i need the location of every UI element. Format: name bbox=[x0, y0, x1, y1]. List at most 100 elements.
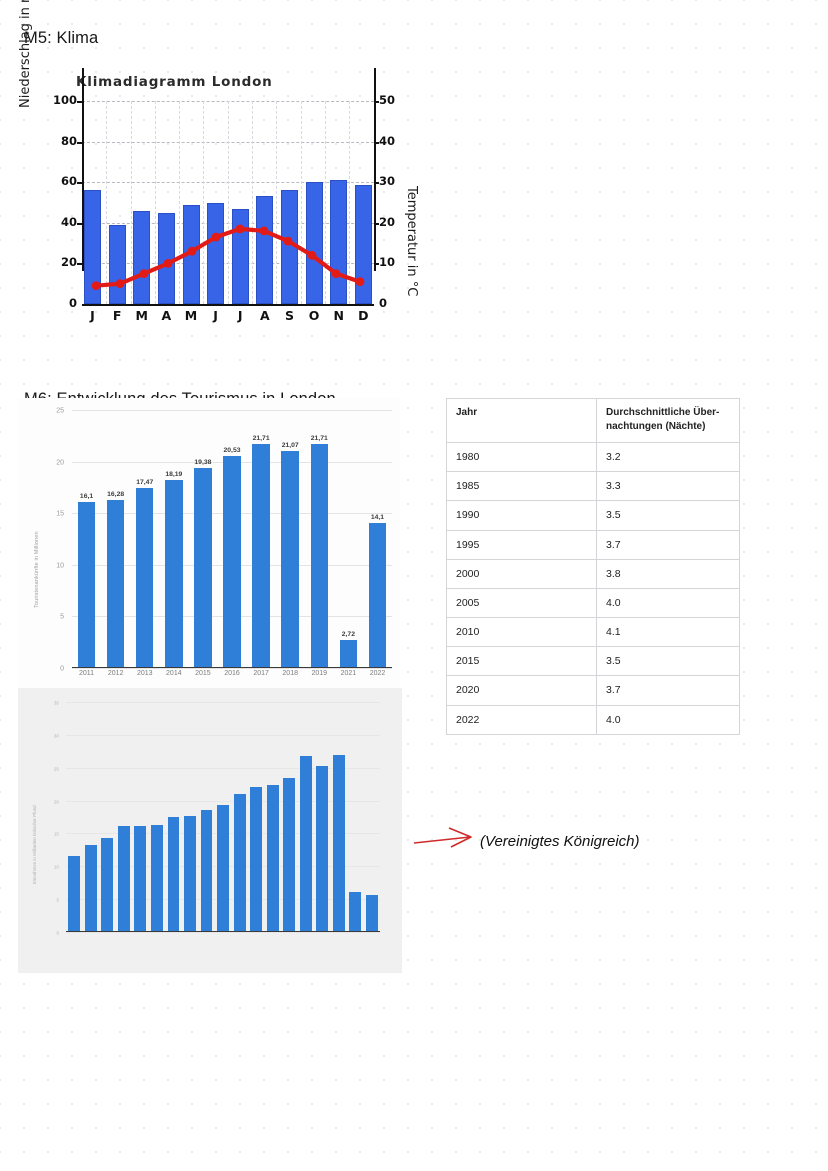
cell-naechte: 3.7 bbox=[596, 675, 740, 706]
gridline-h: 0 bbox=[60, 666, 392, 673]
tourism-x-axis-labels: 2011 2012 2013 2014 2015 2016 2017 2018 2019 2021… bbox=[72, 670, 392, 677]
cell-jahr: 1985 bbox=[446, 471, 597, 502]
receipts-bar bbox=[167, 817, 180, 932]
table-row: 1985 3.3 bbox=[446, 471, 740, 502]
y-tick: 5 bbox=[60, 613, 64, 621]
temperature-point bbox=[259, 226, 269, 236]
cell-jahr: 1995 bbox=[446, 529, 597, 560]
temperature-point bbox=[331, 269, 341, 278]
gridline-v bbox=[203, 101, 205, 304]
receipts-bar bbox=[299, 755, 312, 932]
y-tick-right: 30 bbox=[379, 174, 396, 189]
y-tick-right: 0 bbox=[379, 296, 388, 310]
receipts-bar-column bbox=[331, 702, 348, 932]
climate-diagram-title: Klimadiagramm London bbox=[76, 74, 273, 90]
x-tick-label: 2021 bbox=[340, 670, 357, 677]
receipts-bar bbox=[349, 891, 362, 932]
bar-value-label: 16,1 bbox=[79, 492, 94, 500]
receipts-bar bbox=[68, 856, 81, 932]
receipts-bar bbox=[117, 826, 130, 932]
y-tick: 0 bbox=[56, 930, 59, 936]
y-tick-right: 20 bbox=[379, 214, 396, 229]
precipitation-bars bbox=[82, 101, 374, 304]
tourism-bar bbox=[165, 480, 183, 668]
temperature-point bbox=[307, 250, 317, 260]
y-tick: 10 bbox=[53, 864, 59, 870]
month-label: D bbox=[358, 308, 369, 323]
month-label: O bbox=[308, 308, 320, 323]
temperature-point bbox=[355, 277, 365, 287]
precipitation-bar bbox=[133, 210, 151, 304]
average-nights-table: Jahr Durchschnittliche Über- nachtungen … bbox=[446, 398, 740, 735]
tourist-arrivals-chart: Touristenankünfte in Millionen 25 20 15 … bbox=[18, 398, 400, 688]
receipts-bar-column bbox=[264, 702, 281, 932]
month-label: J bbox=[213, 308, 218, 323]
cell-naechte: 4.1 bbox=[596, 617, 740, 648]
gridline-h: 0 bbox=[56, 931, 380, 936]
month-label: S bbox=[284, 308, 294, 323]
page-title-m5: M5: Klima bbox=[24, 29, 99, 47]
y-tick: 5 bbox=[56, 897, 59, 903]
tourism-bar-group: 16,1 16,28 17,47 18,19 19,38 20,53 21,71 21,07 2… bbox=[72, 410, 392, 668]
tourism-bar-column: 14,1 bbox=[363, 410, 392, 668]
precipitation-bar bbox=[354, 185, 372, 304]
temperature-point bbox=[139, 269, 149, 278]
tourism-bar bbox=[106, 500, 125, 668]
gridline-v bbox=[130, 101, 132, 304]
gridline-h: 35 bbox=[54, 701, 380, 706]
month-label: M bbox=[184, 308, 198, 323]
tourism-bar bbox=[77, 501, 96, 668]
receipts-bar bbox=[184, 816, 196, 932]
month-label: M bbox=[135, 308, 148, 323]
gridline-v bbox=[276, 101, 278, 304]
gridline-v bbox=[155, 101, 156, 304]
gridline-h: 25 bbox=[56, 408, 392, 415]
receipts-bar-column bbox=[364, 702, 381, 932]
temperature-line-series bbox=[91, 224, 365, 291]
receipts-bar bbox=[266, 784, 279, 932]
tourism-plot-area: 25 20 15 10 5 0 16,1 16,28 17,47 18,19 19,38… bbox=[56, 408, 392, 673]
cell-jahr: 2010 bbox=[446, 617, 597, 648]
cell-naechte: 4.0 bbox=[596, 587, 740, 619]
cell-naechte: 3.7 bbox=[596, 529, 740, 560]
table-row: 1980 3.2 bbox=[446, 441, 740, 473]
cell-naechte: 3.5 bbox=[596, 646, 740, 677]
tourism-bar-column: 21,07 bbox=[276, 410, 305, 668]
tourism-bar-column: 16,28 bbox=[101, 410, 130, 668]
right-arrow-icon bbox=[413, 827, 472, 848]
y-tick: 30 bbox=[53, 733, 59, 739]
receipts-bar-column bbox=[248, 702, 265, 932]
annotation-caption: (Vereinigtes Königreich) bbox=[480, 833, 640, 850]
tourism-bar-column: 20,53 bbox=[217, 410, 246, 668]
temperature-point bbox=[283, 236, 293, 246]
tourism-bar bbox=[310, 443, 329, 668]
cell-jahr: 1980 bbox=[446, 441, 597, 473]
gridline-v bbox=[349, 101, 351, 304]
tourism-bar-column: 19,38 bbox=[188, 410, 217, 668]
tourism-receipts-chart: Einnahmen in Milliarden britischer Pfund… bbox=[18, 688, 402, 973]
tourism-bar bbox=[136, 487, 154, 668]
receipts-bar bbox=[283, 778, 296, 932]
receipts-bar bbox=[365, 895, 378, 932]
cell-jahr: 2000 bbox=[446, 558, 597, 589]
climate-y-axis-label-left: Niederschlag in mm bbox=[18, 0, 33, 108]
climate-plot-area: 100 80 60 40 20 0 50 40 30 20 10 0 bbox=[53, 94, 395, 308]
table-row: 2005 4.0 bbox=[446, 587, 740, 619]
y-tick-right: 10 bbox=[379, 255, 396, 270]
tourism-bar-column: 21,71 bbox=[247, 410, 276, 668]
temperature-point bbox=[115, 279, 125, 289]
x-tick-label: 2016 bbox=[224, 670, 240, 677]
tourism-bar bbox=[252, 443, 270, 668]
climate-diagram-figure: Klimadiagramm London Niederschlag in mm … bbox=[18, 0, 424, 338]
cell-naechte: 4.0 bbox=[596, 704, 740, 735]
receipts-bar-column bbox=[314, 702, 331, 932]
gridline-h: 25 bbox=[54, 766, 380, 771]
receipts-bar-column bbox=[231, 702, 248, 932]
y-tick: 0 bbox=[60, 665, 64, 673]
y-tick: 10 bbox=[56, 562, 64, 570]
gridline-v bbox=[179, 101, 181, 304]
cell-jahr: 2022 bbox=[446, 704, 597, 735]
tourism-bar bbox=[281, 450, 299, 668]
tourism-bar-column: 16,1 bbox=[72, 410, 101, 668]
